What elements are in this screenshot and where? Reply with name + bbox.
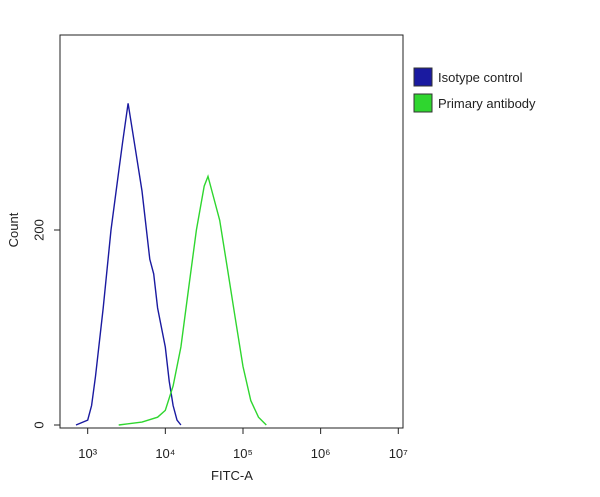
y-axis-label: Count [6,212,21,247]
histogram-line [118,174,267,426]
legend-label: Primary antibody [438,96,536,111]
x-tick-label: 10³ [78,446,97,461]
x-tick-label: 10⁷ [389,446,408,461]
x-axis-label: FITC-A [211,468,253,483]
legend-swatch [413,93,433,113]
legend-swatch [413,67,433,87]
x-tick-label: 10⁴ [155,446,175,461]
plot-frame [59,34,404,429]
x-tick-label: 10⁵ [233,446,253,461]
histogram-line [75,103,182,426]
y-tick-label: 0 [31,421,46,428]
legend-label: Isotype control [438,70,523,85]
x-tick-label: 10⁶ [311,446,331,461]
y-tick-label: 200 [31,219,46,241]
